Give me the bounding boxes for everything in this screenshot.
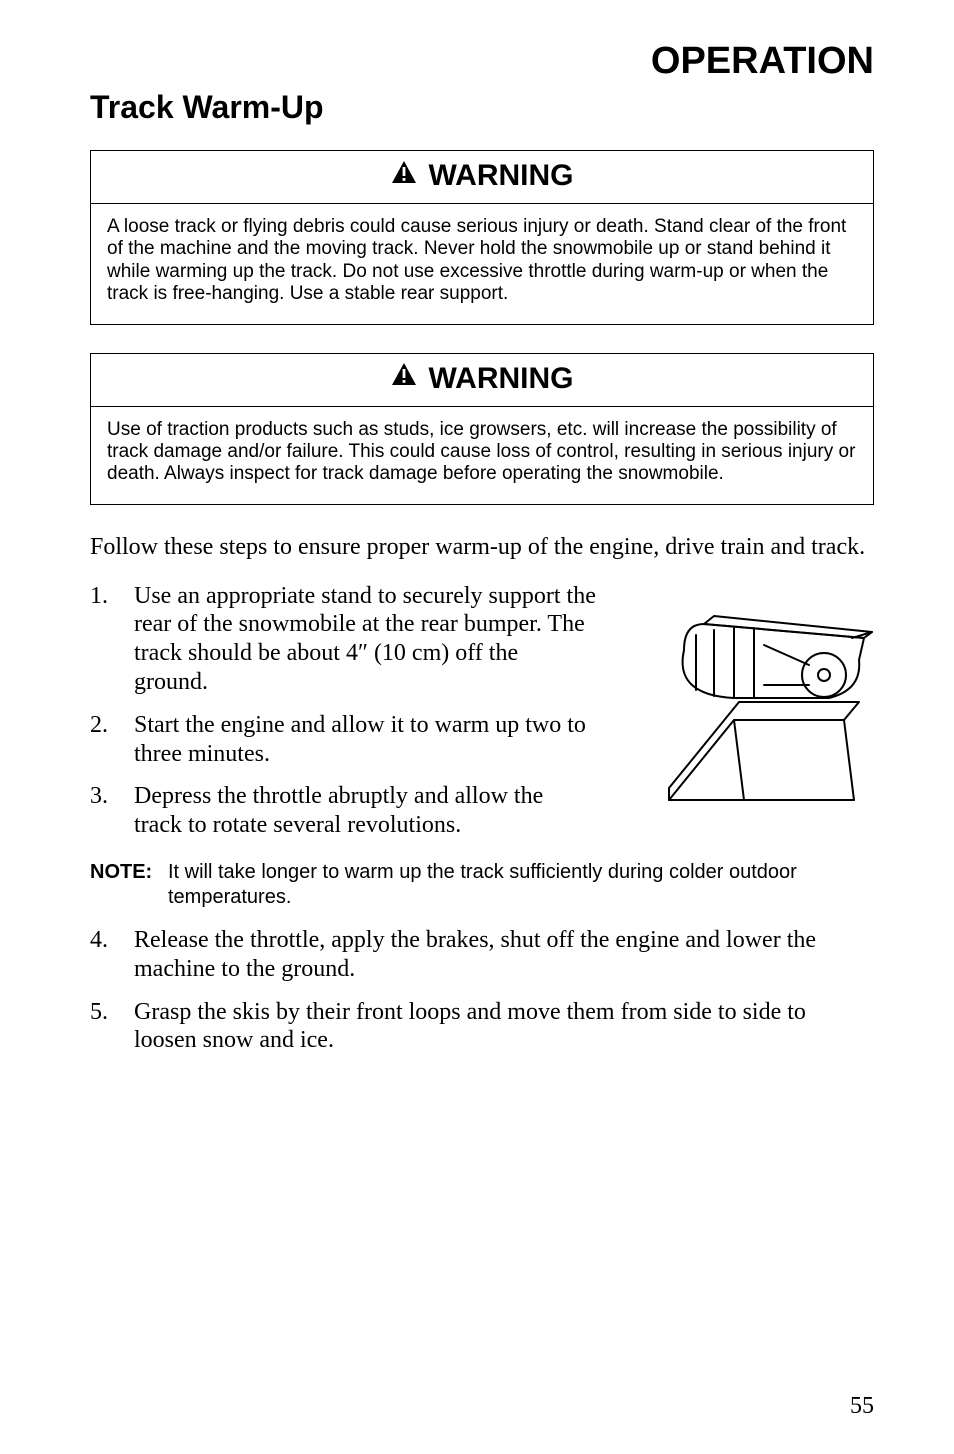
warning-box-1: WARNING A loose track or flying debris c… <box>90 150 874 325</box>
illustration <box>614 582 874 854</box>
page-number: 55 <box>850 1393 874 1420</box>
steps-and-figure-row: Use an appropriate stand to securely sup… <box>90 582 874 854</box>
warning-triangle-icon <box>391 160 417 189</box>
warning-header: WARNING <box>91 354 873 407</box>
intro-paragraph: Follow these steps to ensure proper warm… <box>90 533 874 562</box>
note-label: NOTE: <box>90 860 168 910</box>
warning-triangle-icon <box>391 362 417 391</box>
warning-header: WARNING <box>91 151 873 204</box>
list-item: Grasp the skis by their front loops and … <box>90 998 874 1056</box>
list-item: Use an appropriate stand to securely sup… <box>90 582 596 697</box>
warning-body: Use of traction products such as studs, … <box>91 407 873 504</box>
section-title: Track Warm-Up <box>90 89 874 126</box>
list-item: Release the throttle, apply the brakes, … <box>90 926 874 984</box>
list-item: Start the engine and allow it to warm up… <box>90 711 596 769</box>
page-header: OPERATION <box>90 40 874 83</box>
warning-label: WARNING <box>429 159 574 192</box>
warning-body: A loose track or flying debris could cau… <box>91 204 873 324</box>
steps-list-bottom: Release the throttle, apply the brakes, … <box>90 926 874 1055</box>
list-item: Depress the throttle abruptly and allow … <box>90 782 596 840</box>
note-body: It will take longer to warm up the track… <box>168 860 874 910</box>
steps-list-top: Use an appropriate stand to securely sup… <box>90 582 596 840</box>
note: NOTE: It will take longer to warm up the… <box>90 860 874 910</box>
warning-box-2: WARNING Use of traction products such as… <box>90 353 874 505</box>
warning-label: WARNING <box>429 362 574 395</box>
